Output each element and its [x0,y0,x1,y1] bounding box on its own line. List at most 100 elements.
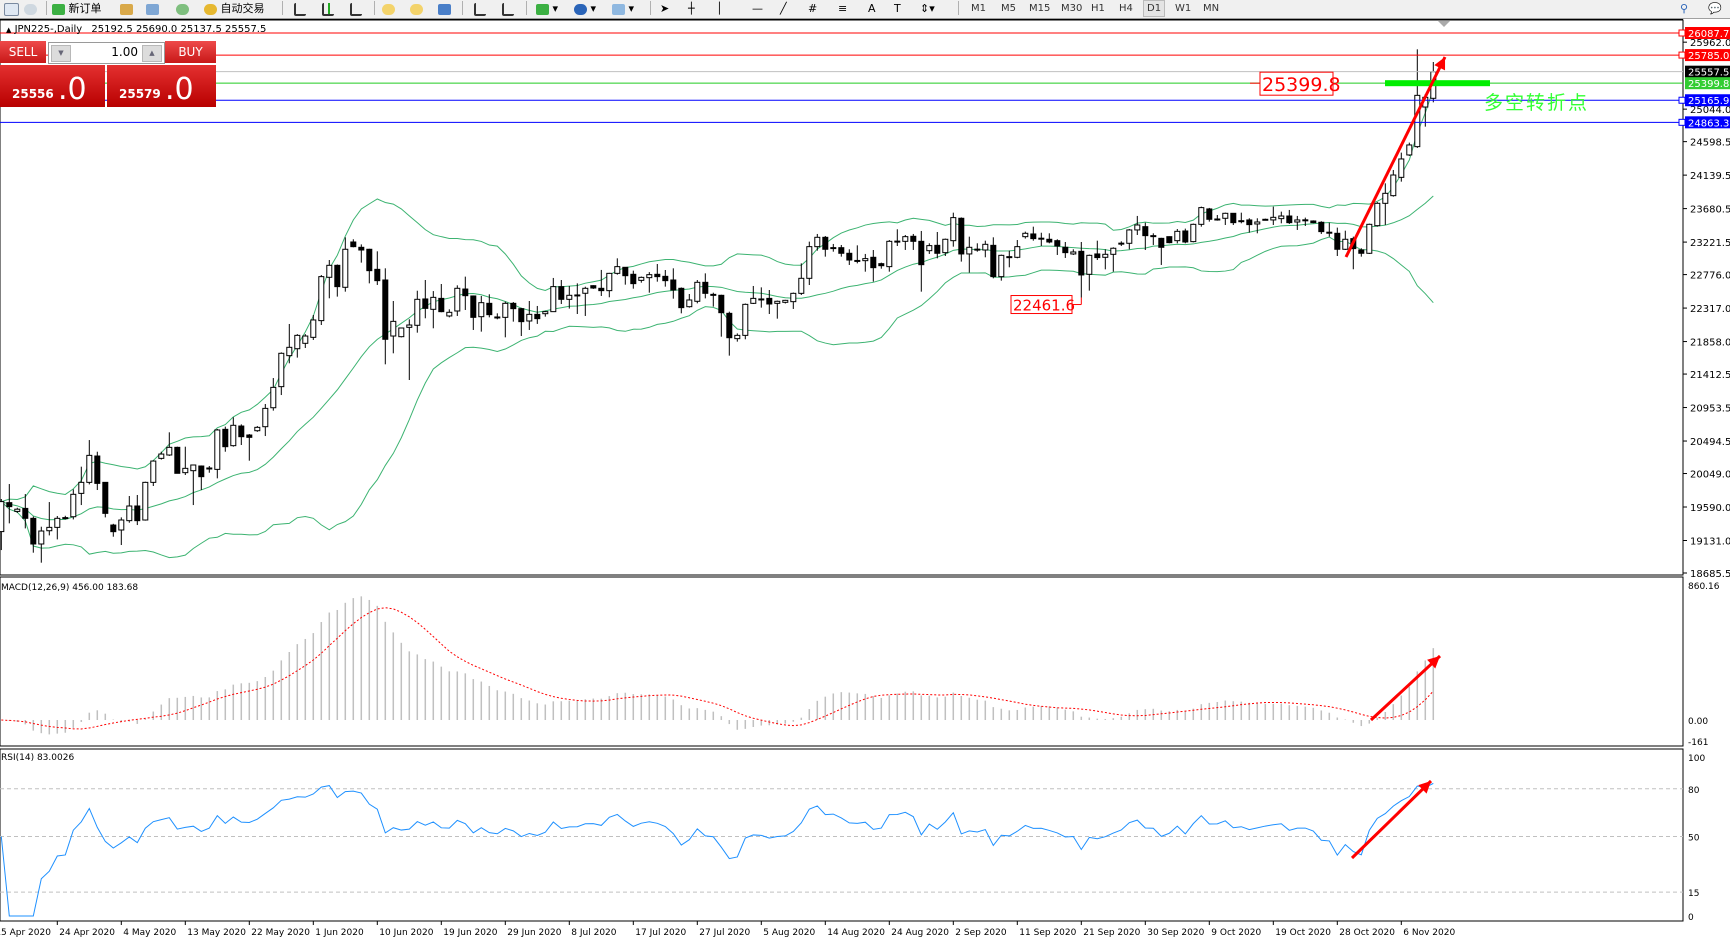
tile-windows-icon[interactable] [438,1,451,16]
timeframe-d1[interactable]: D1 [1143,0,1166,17]
bull-candle[interactable] [1118,242,1125,245]
bull-candle[interactable] [894,240,901,243]
bear-candle[interactable] [1246,219,1253,226]
bear-candle[interactable] [1302,219,1309,222]
bull-candle[interactable] [166,446,173,456]
vertical-line-icon[interactable]: │ [716,2,723,15]
bull-candle[interactable] [182,467,189,474]
bull-candle[interactable] [54,517,61,528]
market-watch-icon[interactable] [146,1,159,16]
bull-candle[interactable] [270,386,277,409]
bear-candle[interactable] [1310,220,1317,224]
bear-candle[interactable] [974,248,981,251]
bull-candle[interactable] [158,453,165,459]
bull-candle[interactable] [302,335,309,344]
bear-candle[interactable] [878,263,885,267]
bull-candle[interactable] [734,334,741,340]
bear-candle[interactable] [438,297,445,313]
bull-candle[interactable] [1406,144,1413,156]
bull-candle[interactable] [862,258,869,262]
bear-candle[interactable] [1334,232,1341,250]
bull-candle[interactable] [430,296,437,310]
new-chart-icon[interactable] [4,1,19,16]
bear-candle[interactable] [1238,220,1245,223]
bull-candle[interactable] [1342,238,1349,250]
bull-candle[interactable] [542,311,549,315]
templates-icon[interactable]: ▾ [612,1,634,16]
bear-candle[interactable] [1046,238,1053,243]
fibonacci-icon[interactable]: ≡ [838,2,848,15]
bear-candle[interactable] [854,259,861,262]
bear-candle[interactable] [758,298,765,301]
bull-candle[interactable] [86,454,93,483]
bear-candle[interactable] [22,507,29,519]
line-anchor-handle[interactable] [1678,96,1686,104]
bull-candle[interactable] [214,429,221,470]
bull-candle[interactable] [254,426,261,432]
bear-candle[interactable] [510,302,517,310]
bull-candle[interactable] [62,517,69,520]
bear-candle[interactable] [350,241,357,248]
bull-candle[interactable] [342,248,349,288]
bull-candle[interactable] [1278,215,1285,220]
bear-candle[interactable] [1158,237,1165,248]
bear-candle[interactable] [1326,231,1333,234]
bear-candle[interactable] [366,248,373,272]
bull-candle[interactable] [806,246,813,279]
lot-size-input[interactable]: ▼ 1.00 ▲ [48,42,165,64]
bull-candle[interactable] [126,505,133,522]
lot-increase-button[interactable]: ▲ [142,45,162,62]
bull-candle[interactable] [1014,246,1021,258]
bear-candle[interactable] [470,295,477,318]
bull-candle[interactable] [142,481,149,521]
bull-candle[interactable] [310,319,317,338]
bear-candle[interactable] [374,268,381,282]
bull-candle[interactable] [278,352,285,388]
bull-candle[interactable] [230,424,237,447]
bull-candle[interactable] [774,300,781,304]
bull-candle[interactable] [1222,212,1229,219]
bull-candle[interactable] [1390,174,1397,197]
bear-candle[interactable] [630,273,637,285]
bull-candle[interactable] [1174,230,1181,242]
bear-candle[interactable] [1230,212,1237,224]
bear-candle[interactable] [1054,240,1061,247]
timeframe-m5[interactable]: M5 [1001,3,1016,14]
bear-candle[interactable] [1142,226,1149,237]
lot-value[interactable]: 1.00 [111,45,138,59]
bull-candle[interactable] [446,311,453,317]
bull-candle[interactable] [998,254,1005,278]
bull-candle[interactable] [926,245,933,252]
new-order-button[interactable]: 新订单 [52,1,102,16]
bull-candle[interactable] [414,298,421,326]
bull-candle[interactable] [1294,219,1301,223]
bull-candle[interactable] [790,292,797,303]
indicators-icon[interactable]: ▾ [536,1,558,16]
zoom-chart-icon[interactable] [24,1,37,16]
bull-candle[interactable] [886,240,893,268]
bear-candle[interactable] [358,246,365,251]
high-price-label-box[interactable] [1259,71,1334,96]
bull-candle[interactable] [646,274,653,279]
timeframe-m1[interactable]: M1 [971,3,986,14]
bull-candle[interactable] [566,294,573,300]
buy-price-box[interactable]: 25579 .0 [107,65,216,107]
bull-candle[interactable] [1086,254,1093,275]
bear-candle[interactable] [622,266,629,277]
timeframe-h1[interactable]: H1 [1091,3,1105,14]
bear-candle[interactable] [198,465,205,478]
bear-candle[interactable] [1038,237,1045,240]
bear-candle[interactable] [134,505,141,522]
line-anchor-handle[interactable] [1678,29,1686,37]
macd-trend-arrow[interactable] [1369,654,1442,722]
bear-candle[interactable] [726,312,733,339]
bear-candle[interactable] [838,247,845,254]
bear-candle[interactable] [246,434,253,438]
signals-icon[interactable] [176,1,189,16]
bull-candle[interactable] [902,236,909,242]
bear-candle[interactable] [1078,250,1085,276]
bull-candle[interactable] [1366,223,1373,254]
bear-candle[interactable] [958,217,965,255]
bear-candle[interactable] [1006,256,1013,259]
zoom-in-icon[interactable] [382,1,395,16]
